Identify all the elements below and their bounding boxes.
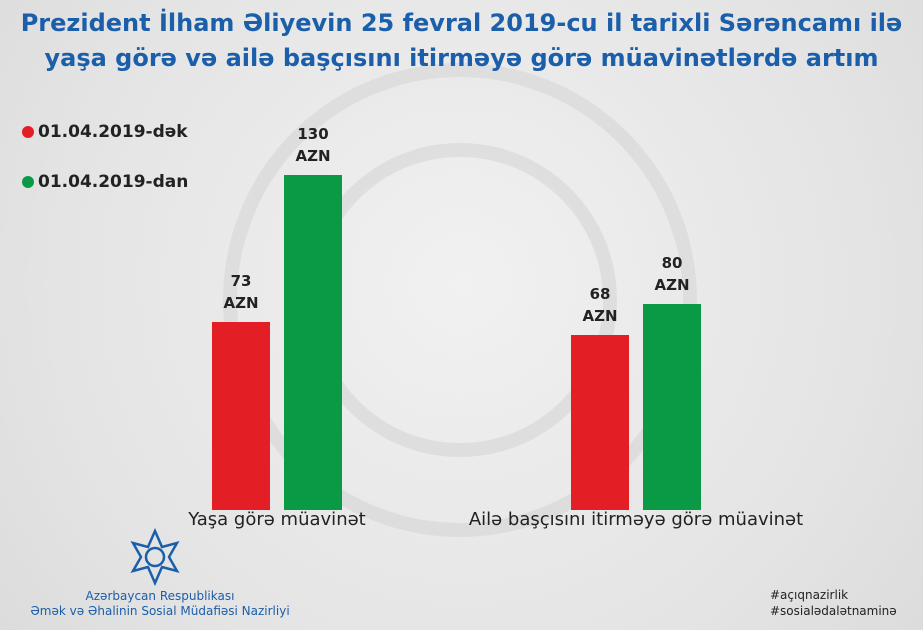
hashtag: #açıqnazirlik: [770, 588, 849, 602]
legend-label: 01.04.2019-dan: [38, 172, 189, 192]
legend-marker: [22, 176, 34, 188]
x-tick-label: Ailə başçısını itirməyə görə müavinət: [468, 509, 804, 530]
bar: [643, 303, 701, 510]
org-name: Azərbaycan Respublikası: [85, 589, 235, 603]
x-tick-label: Yaşa görə müavinət: [188, 509, 366, 530]
bar: [571, 334, 629, 510]
bar: [212, 321, 270, 510]
logo: [130, 528, 180, 586]
legend-marker: [22, 126, 34, 138]
value-label: 68 AZN: [582, 284, 618, 325]
value-label: 73 AZN: [223, 271, 259, 312]
hashtag: #sosialədalətnaminə: [770, 604, 897, 618]
org-name: Əmək və Əhalinin Sosial Müdafiəsi Nazirl…: [30, 604, 290, 618]
legend-label: 01.04.2019-dək: [38, 122, 188, 142]
value-label: 80 AZN: [654, 253, 690, 294]
chart-title: Prezident İlham Əliyevin 25 fevral 2019-…: [20, 9, 903, 72]
bar: [284, 175, 342, 510]
value-label: 130 AZN: [295, 125, 331, 165]
